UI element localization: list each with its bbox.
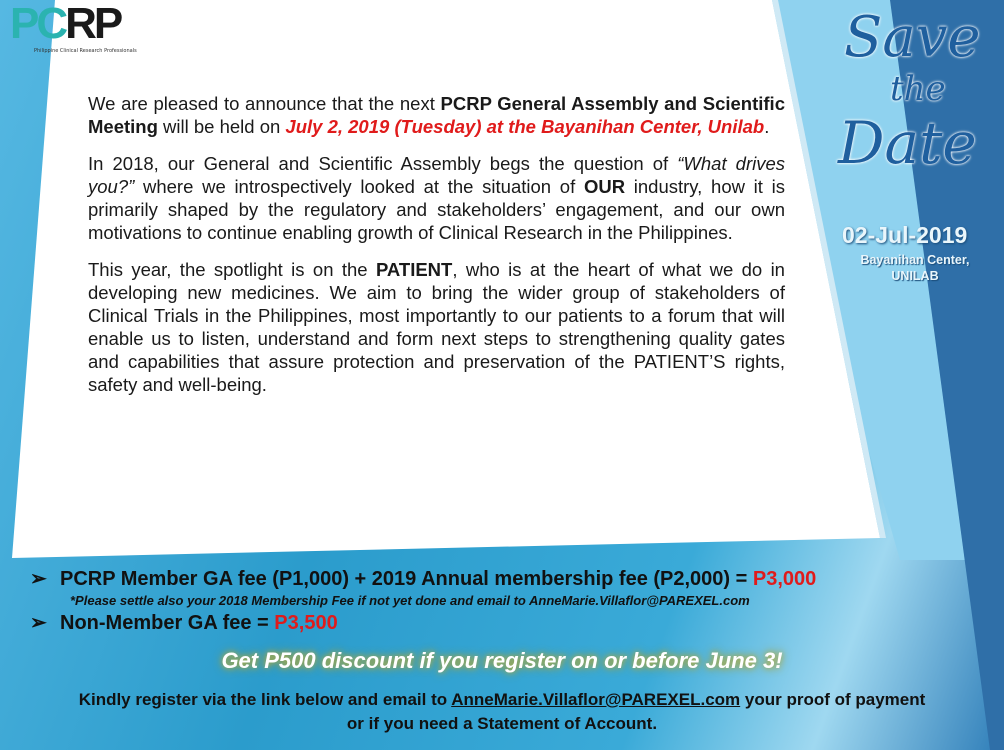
early-discount: Get P500 discount if you register on or … [221,648,783,673]
emphasis: OUR [583,176,626,197]
logo-rp: RP [65,0,123,48]
arrow-bullet-icon: ➢ [30,568,47,590]
paragraph-intro: We are pleased to announce that the next… [88,92,785,138]
text: , who is at the heart of what we do in d… [88,259,785,395]
emphasis: PATIENT [375,259,453,280]
logo-pc: PC [10,0,68,48]
date-word: Date [838,109,977,177]
member-fee: ➢ PCRP Member GA fee (P1,000) + 2019 Annu… [30,568,816,590]
event-date-venue: July 2, 2019 (Tuesday) at the Bayanihan … [285,116,765,137]
text: or if you need a Statement of Account. [346,714,658,733]
nonmember-fee: ➢ Non-Member GA fee = P3,500 [30,612,338,634]
text: your proof of payment [740,690,926,709]
text: . [764,116,770,137]
the-word: the [890,69,946,109]
paragraph-2019: This year, the spotlight is on the PATIE… [88,258,785,396]
text: will be held on [157,116,286,137]
theme-2018: “What drives you?” [88,153,786,197]
logo-tagline: Philippine Clinical Research Professiona… [34,48,137,54]
save-the-date-graphic: Save the Date [830,8,1000,183]
text: In 2018, our General and Scientific Asse… [88,153,678,174]
save-word: Save [844,5,981,70]
email-link[interactable]: AnneMarie.Villaflor@PAREXEL.com [451,690,741,709]
paragraph-2018: In 2018, our General and Scientific Asse… [88,152,785,244]
event-date: 02-Jul-2019 [842,222,968,248]
text: This year, the spotlight is on the [88,259,376,280]
member-fee-total: P3,000 [752,568,817,590]
arrow-bullet-icon: ➢ [30,612,47,634]
registration-info: Kindly register via the link below and e… [0,688,1004,736]
event-venue: Bayanihan Center, UNILAB [840,252,990,284]
text: industry, how it is primarily shaped by … [88,176,785,243]
member-fee-label: PCRP Member GA fee (P1,000) + 2019 Annua… [60,568,753,590]
announcement-body: We are pleased to announce that the next… [88,92,785,410]
text: We are pleased to announce that the next [88,93,441,114]
text: Kindly register via the link below and e… [78,690,452,709]
pcrp-logo: PCRP Philippine Clinical Research Profes… [10,2,170,58]
nonmember-fee-label: Non-Member GA fee = [60,612,275,634]
venue-line: UNILAB [891,269,939,283]
nonmember-fee-total: P3,500 [274,612,338,634]
text: where we introspectively looked at the s… [134,176,584,197]
event-name: PCRP General Assembly and Scientific Mee… [88,93,785,137]
membership-note: *Please settle also your 2018 Membership… [70,593,750,608]
venue-line: Bayanihan Center, [860,253,970,267]
